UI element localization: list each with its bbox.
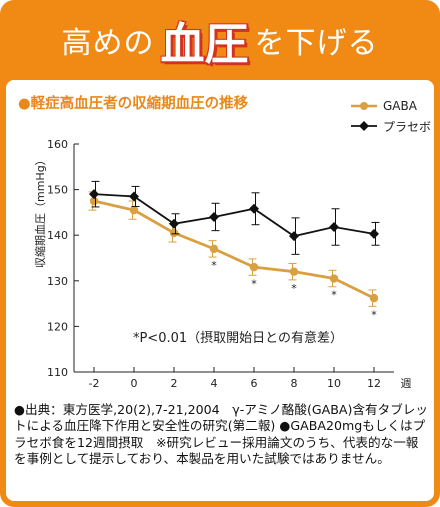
x-tick-label: 6 xyxy=(251,377,258,390)
y-tick-label: 110 xyxy=(47,366,68,379)
gaba-data-point xyxy=(329,274,339,283)
legend-gaba-swatch xyxy=(351,102,377,110)
title-suffix: を下げる xyxy=(254,26,379,61)
placebo-data-point xyxy=(289,231,299,242)
significance-marker: * xyxy=(371,308,377,321)
legend-placebo-swatch xyxy=(351,121,377,131)
source-footnote: ●出典：東方医学,20(2),7-21,2004 γ-アミノ酪酸(GABA)含有… xyxy=(14,402,428,467)
x-tick-label: 0 xyxy=(131,377,138,390)
title-prefix: 高めの xyxy=(61,26,155,61)
gaba-data-point xyxy=(89,196,99,206)
placebo-data-point xyxy=(249,203,259,214)
x-tick-label: 8 xyxy=(291,377,298,390)
gaba-data-point xyxy=(249,262,259,272)
gaba-data-point xyxy=(169,228,179,238)
significance-annotation: *P<0.01（摂取開始日との有意差） xyxy=(133,330,343,346)
chart-legend: GABA プラセボ xyxy=(351,96,431,136)
significance-marker: * xyxy=(331,289,337,302)
placebo-series-line xyxy=(93,193,375,238)
chart-subtitle: ●軽症高血圧者の収縮期血圧の推移 xyxy=(18,96,249,112)
chart-svg: 110 120 130 140 150 160 -2 0 2 4 6 8 10 12 週 * * * * * *P<0.… xyxy=(47,138,412,390)
x-tick-label: 2 xyxy=(171,377,178,390)
legend-item-gaba: GABA xyxy=(351,96,431,116)
gaba-data-point xyxy=(369,293,379,303)
x-tick-label: 12 xyxy=(367,377,381,390)
y-tick-label: 130 xyxy=(47,275,68,288)
x-axis-label: 週 xyxy=(401,377,412,390)
legend-label-gaba: GABA xyxy=(383,99,417,113)
placebo-data-point xyxy=(129,191,139,202)
placebo-data-point xyxy=(329,221,339,232)
gaba-data-point xyxy=(209,244,219,254)
placebo-data-point xyxy=(209,211,219,222)
gaba-data-point xyxy=(129,205,139,215)
significance-marker: * xyxy=(291,282,297,295)
x-tick-label: 4 xyxy=(211,377,218,390)
y-tick-label: 140 xyxy=(47,229,68,242)
placebo-data-point xyxy=(169,218,179,229)
significance-marker: * xyxy=(211,259,217,272)
x-tick-label: 10 xyxy=(327,377,341,390)
gaba-data-point xyxy=(289,267,299,276)
title-emphasis: 血圧 xyxy=(160,19,249,70)
y-tick-label: 150 xyxy=(47,184,68,197)
legend-item-placebo: プラセボ xyxy=(351,116,431,136)
placebo-data-point xyxy=(369,228,379,239)
legend-label-placebo: プラセボ xyxy=(383,119,432,134)
gaba-series-line xyxy=(93,199,375,300)
y-tick-label: 160 xyxy=(47,138,68,151)
placebo-data-point xyxy=(89,189,99,200)
y-tick-label: 120 xyxy=(47,320,68,333)
significance-marker: * xyxy=(251,277,257,290)
x-tick-label: -2 xyxy=(89,377,100,390)
header-banner: 高めの 血圧 を下げる xyxy=(6,0,434,80)
chart-panel: ●軽症高血圧者の収縮期血圧の推移 GABA プラセボ 収縮期血圧（mmHg） 1… xyxy=(6,80,434,501)
